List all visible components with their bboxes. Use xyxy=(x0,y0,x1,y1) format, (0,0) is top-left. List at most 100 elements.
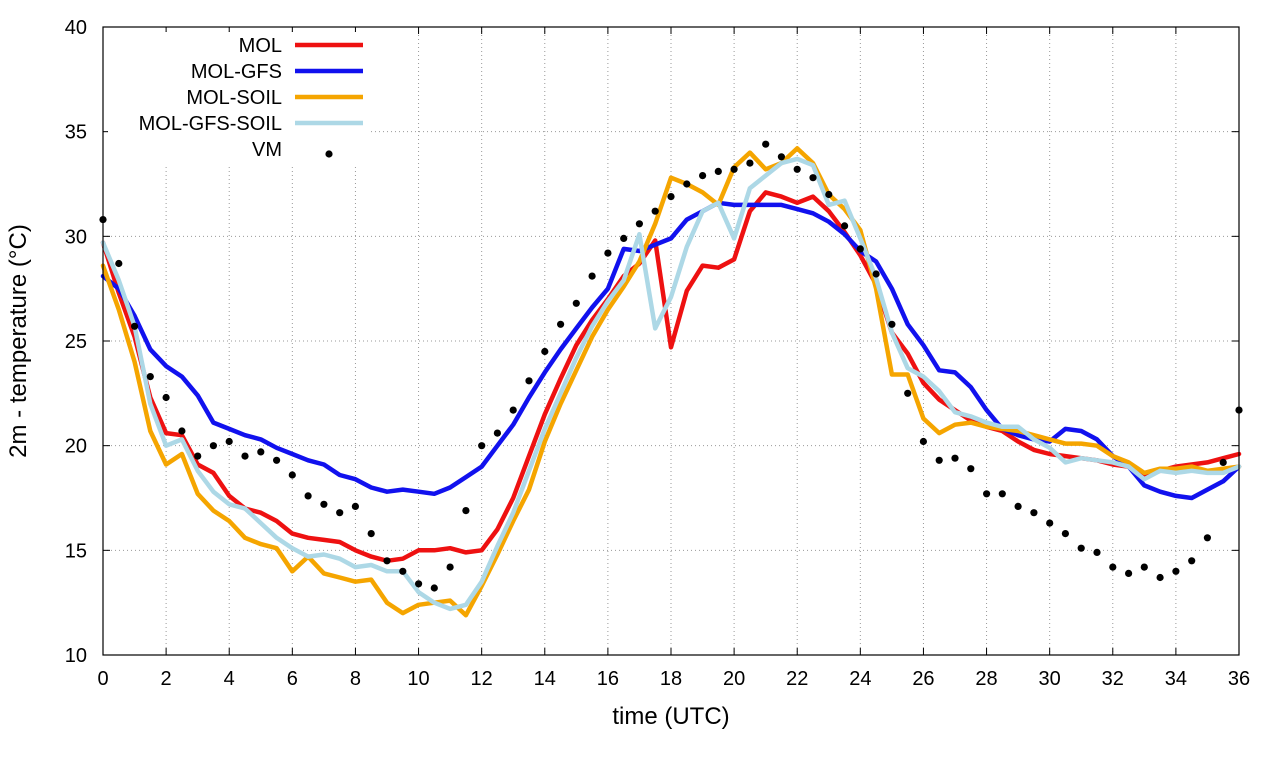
x-tick-label: 22 xyxy=(786,668,808,690)
data-point-vm xyxy=(1109,563,1117,571)
x-tick-label: 18 xyxy=(660,668,682,690)
data-point-vm xyxy=(1172,567,1180,575)
data-point-vm xyxy=(667,193,675,201)
axes: 0 2 4 6 8 10 12 14 16 18 20 22 24 26 28 30 32 34 361015202… xyxy=(65,17,1250,690)
x-tick-label: 10 xyxy=(407,668,429,690)
x-axis-title: time (UTC) xyxy=(612,703,729,730)
x-tick-label: 20 xyxy=(723,668,745,690)
y-axis-title: 2m - temperature (°C) xyxy=(5,224,32,458)
data-point-vm xyxy=(730,165,738,173)
data-point-vm xyxy=(430,584,438,592)
data-point-vm xyxy=(162,393,170,402)
series-line-mol-soil xyxy=(100,146,1242,618)
x-tick-label: 28 xyxy=(975,668,997,690)
data-point-vm xyxy=(746,159,754,167)
series-line-mol xyxy=(100,190,1242,564)
data-point-vm xyxy=(462,507,470,515)
data-point-vm xyxy=(541,347,549,356)
x-tick-label: 2 xyxy=(161,668,172,690)
data-point-vm xyxy=(983,490,991,498)
data-point-vm xyxy=(509,406,517,414)
x-tick-label: 4 xyxy=(224,668,235,690)
data-point-vm xyxy=(825,190,833,199)
data-point-vm xyxy=(525,377,533,385)
y-tick-label: 30 xyxy=(65,226,87,248)
legend-label-mol-soil: MOL-SOIL xyxy=(186,87,282,109)
data-point-vm xyxy=(1140,563,1148,571)
data-point-vm xyxy=(1030,509,1038,517)
legend-label-mol-gfs: MOL-GFS xyxy=(191,61,282,83)
data-point-vm xyxy=(762,140,770,148)
x-tick-label: 14 xyxy=(534,668,556,690)
x-tick-label: 32 xyxy=(1102,668,1124,690)
data-point-vm xyxy=(1046,519,1054,527)
data-point-vm xyxy=(273,456,281,464)
x-tick-label: 26 xyxy=(912,668,934,690)
data-point-vm xyxy=(1014,502,1022,510)
legend-swatch-vm xyxy=(325,150,333,158)
legend-label-vm: VM xyxy=(252,139,282,161)
x-tick-label: 0 xyxy=(97,668,108,690)
data-point-vm xyxy=(793,165,801,173)
data-point-vm xyxy=(304,492,312,500)
data-point-vm xyxy=(620,234,628,242)
y-tick-label: 20 xyxy=(65,436,87,458)
data-point-vm xyxy=(588,272,596,280)
data-point-vm xyxy=(146,373,154,381)
data-point-vm xyxy=(872,270,880,278)
plot-area xyxy=(99,140,1243,618)
data-point-vm xyxy=(209,442,217,450)
y-tick-label: 25 xyxy=(65,331,87,353)
y-tick-label: 10 xyxy=(65,645,87,667)
data-point-vm xyxy=(336,509,344,517)
data-point-vm xyxy=(888,320,896,328)
data-point-vm xyxy=(904,389,912,397)
data-point-vm xyxy=(557,320,565,328)
data-point-vm xyxy=(699,172,707,180)
data-point-vm xyxy=(257,448,265,456)
data-point-vm xyxy=(1156,573,1164,582)
data-point-vm xyxy=(998,490,1006,498)
data-point-vm xyxy=(651,207,659,215)
data-point-vm xyxy=(115,259,123,268)
data-point-vm xyxy=(351,502,359,510)
data-point-vm xyxy=(178,427,186,435)
data-point-vm xyxy=(288,471,296,479)
data-point-vm xyxy=(714,167,722,175)
data-point-vm xyxy=(919,437,928,446)
data-point-vm xyxy=(383,557,391,565)
legend-label-mol-gfs-soil: MOL-GFS-SOIL xyxy=(139,113,282,135)
x-tick-label: 34 xyxy=(1165,668,1187,690)
x-tick-label: 36 xyxy=(1228,668,1250,690)
data-point-vm xyxy=(194,452,202,460)
data-point-vm xyxy=(241,452,249,460)
data-point-vm xyxy=(1203,534,1211,542)
data-point-vm xyxy=(415,580,423,588)
data-point-vm xyxy=(1219,458,1227,466)
x-tick-label: 12 xyxy=(471,668,493,690)
y-tick-label: 40 xyxy=(65,17,87,39)
data-point-vm xyxy=(935,456,943,464)
data-point-vm xyxy=(225,437,233,446)
data-point-vm xyxy=(1188,557,1196,565)
data-point-vm xyxy=(1093,548,1101,557)
x-tick-label: 24 xyxy=(849,668,871,690)
data-point-vm xyxy=(1125,569,1133,578)
data-point-vm xyxy=(478,442,486,450)
data-point-vm xyxy=(1061,530,1069,538)
data-point-vm xyxy=(683,180,691,188)
data-point-vm xyxy=(856,245,864,253)
data-point-vm xyxy=(951,454,959,462)
legend-label-mol: MOL xyxy=(239,35,282,57)
x-tick-label: 6 xyxy=(287,668,298,690)
y-tick-label: 15 xyxy=(65,540,87,562)
data-point-vm xyxy=(967,465,975,473)
data-point-vm xyxy=(131,322,139,330)
y-tick-label: 35 xyxy=(65,122,87,144)
series-line-mol-gfs-soil xyxy=(100,156,1242,612)
data-point-vm xyxy=(320,500,328,508)
data-point-vm xyxy=(1077,544,1085,552)
data-point-vm xyxy=(604,249,612,257)
x-tick-label: 8 xyxy=(350,668,361,690)
